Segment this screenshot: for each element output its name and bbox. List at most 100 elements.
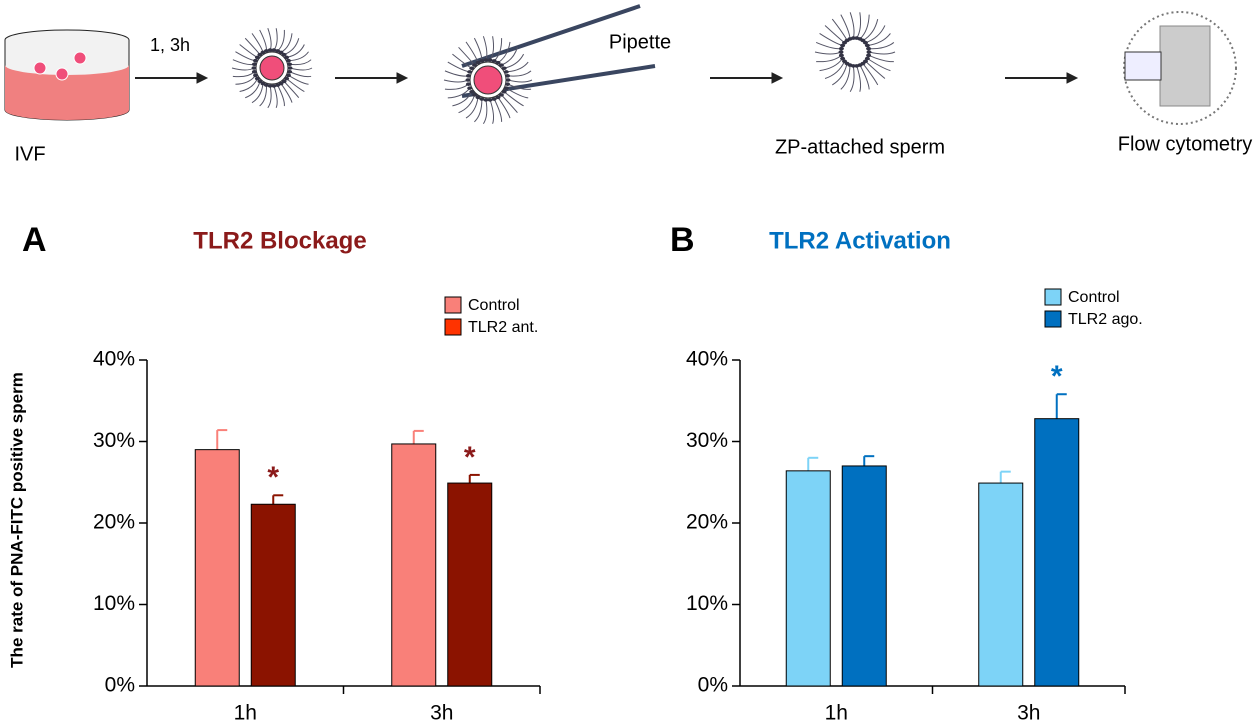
sperm-head: [267, 48, 273, 52]
oocyte: [33, 61, 47, 75]
sperm-tail: [289, 67, 313, 71]
sperm-head: [487, 98, 493, 102]
sperm-tail: [277, 29, 285, 52]
sperm-tail: [856, 65, 862, 92]
sperm-head: [483, 98, 489, 102]
sperm-tail: [493, 98, 503, 122]
sperm-tail: [474, 99, 483, 123]
sperm-head: [838, 46, 844, 51]
sperm-head: [271, 84, 277, 88]
sperm-tail: [259, 85, 267, 107]
arrow-head: [1066, 72, 1079, 84]
x-tick-label: 1h: [234, 702, 257, 725]
sperm-head: [505, 78, 511, 82]
sperm-tail: [489, 99, 495, 124]
sperm-tail: [443, 79, 469, 83]
y-tick-label: 40%: [686, 348, 728, 371]
sperm-head: [505, 82, 511, 86]
legend-swatch: [1044, 310, 1062, 328]
sperm-head: [260, 81, 266, 86]
sperm-tail: [231, 67, 255, 71]
sperm-head: [251, 66, 257, 70]
sperm-tail: [859, 64, 870, 90]
sperm-tail: [506, 87, 529, 99]
sperm-tail: [840, 65, 851, 90]
sperm-head: [253, 58, 259, 63]
sperm-tail: [867, 58, 891, 72]
step-label: Pipette: [609, 31, 671, 53]
cytometer: [1159, 25, 1211, 107]
sperm-head: [501, 89, 507, 94]
sperm-head: [864, 43, 870, 48]
sperm-tail: [507, 70, 532, 77]
chart-title: TLR2 Blockage: [193, 227, 366, 254]
sperm-head: [866, 50, 872, 54]
y-tick-label: 10%: [93, 592, 135, 615]
arrow-head: [196, 72, 209, 84]
step-label: IVF: [14, 143, 45, 165]
sperm-head: [495, 95, 501, 100]
y-tick-label: 30%: [686, 429, 728, 452]
sperm-head: [840, 43, 846, 48]
sperm-head: [503, 70, 509, 74]
sperm-tail: [497, 97, 511, 119]
bar: [250, 503, 296, 687]
sperm-tail: [232, 59, 255, 66]
sperm-tail: [849, 65, 855, 92]
step-label: 1, 3h: [150, 35, 190, 55]
sperm-tail: [868, 51, 896, 55]
y-tick-label: 10%: [686, 592, 728, 615]
sperm-head: [465, 74, 471, 78]
sperm-head: [864, 56, 870, 61]
sperm-head: [862, 40, 868, 45]
sperm-head: [251, 62, 257, 67]
sperm-tail: [239, 78, 258, 93]
y-tick-label: 20%: [686, 511, 728, 534]
sperm-head: [503, 86, 509, 90]
y-tick-label: 30%: [93, 429, 135, 452]
legend-label: Control: [468, 297, 520, 314]
sperm-head: [285, 73, 291, 78]
legend-swatch: [1044, 288, 1062, 306]
sperm-tail: [507, 79, 533, 83]
schematic: [4, 4, 1237, 125]
panel-letter: B: [670, 221, 695, 259]
sperm-head: [479, 59, 485, 63]
sperm-head: [487, 58, 493, 62]
sperm-head: [287, 62, 293, 67]
cytometer-frame: [1123, 11, 1237, 125]
sperm-tail: [444, 83, 469, 90]
sperm-tail: [283, 81, 300, 99]
bar: [785, 470, 831, 687]
sperm-tail: [288, 74, 309, 85]
legend-swatch: [444, 296, 462, 314]
oocyte: [259, 55, 285, 81]
medium: [5, 65, 129, 120]
chart-title: TLR2 Activation: [769, 227, 951, 254]
sperm-head: [285, 58, 291, 63]
sperm-head: [479, 97, 485, 101]
sperm-head: [469, 89, 475, 94]
step-label: Flow cytometry: [1118, 133, 1252, 155]
sperm-head: [251, 69, 257, 74]
sperm-head: [866, 46, 872, 51]
sperm-head: [498, 93, 504, 97]
sperm-tail: [832, 63, 848, 86]
sperm-tail: [849, 12, 855, 39]
sperm-tail: [824, 25, 845, 44]
sperm-tail: [493, 38, 503, 62]
sperm-tail: [856, 12, 862, 39]
sperm-tail: [504, 53, 525, 69]
sperm-head: [278, 50, 284, 55]
sperm-tail: [267, 85, 272, 109]
sperm-tail: [503, 91, 524, 107]
panel-letter: A: [22, 221, 47, 259]
sperm-tail: [507, 83, 532, 90]
sperm-head: [838, 50, 844, 54]
sperm-tail: [816, 54, 842, 63]
sperm-decoration: [33, 12, 896, 125]
sperm-tail: [273, 85, 278, 108]
sperm-head: [472, 63, 478, 67]
sperm-tail: [289, 71, 312, 78]
